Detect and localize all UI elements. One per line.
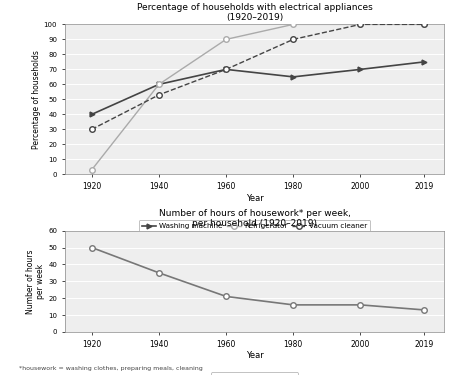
Y-axis label: Percentage of households: Percentage of households xyxy=(32,50,41,149)
Title: Number of hours of housework* per week,
per household (1920–2019): Number of hours of housework* per week, … xyxy=(159,209,350,228)
X-axis label: Year: Year xyxy=(246,351,263,360)
Legend: Hours per week: Hours per week xyxy=(211,372,298,375)
X-axis label: Year: Year xyxy=(246,194,263,203)
Y-axis label: Number of hours
per week: Number of hours per week xyxy=(26,249,45,314)
Text: *housework = washing clothes, preparing meals, cleaning: *housework = washing clothes, preparing … xyxy=(19,366,202,371)
Title: Percentage of households with electrical appliances
(1920–2019): Percentage of households with electrical… xyxy=(137,3,373,22)
Legend: Washing machine, Refrigerator, Vacuum cleaner: Washing machine, Refrigerator, Vacuum cl… xyxy=(139,220,370,232)
